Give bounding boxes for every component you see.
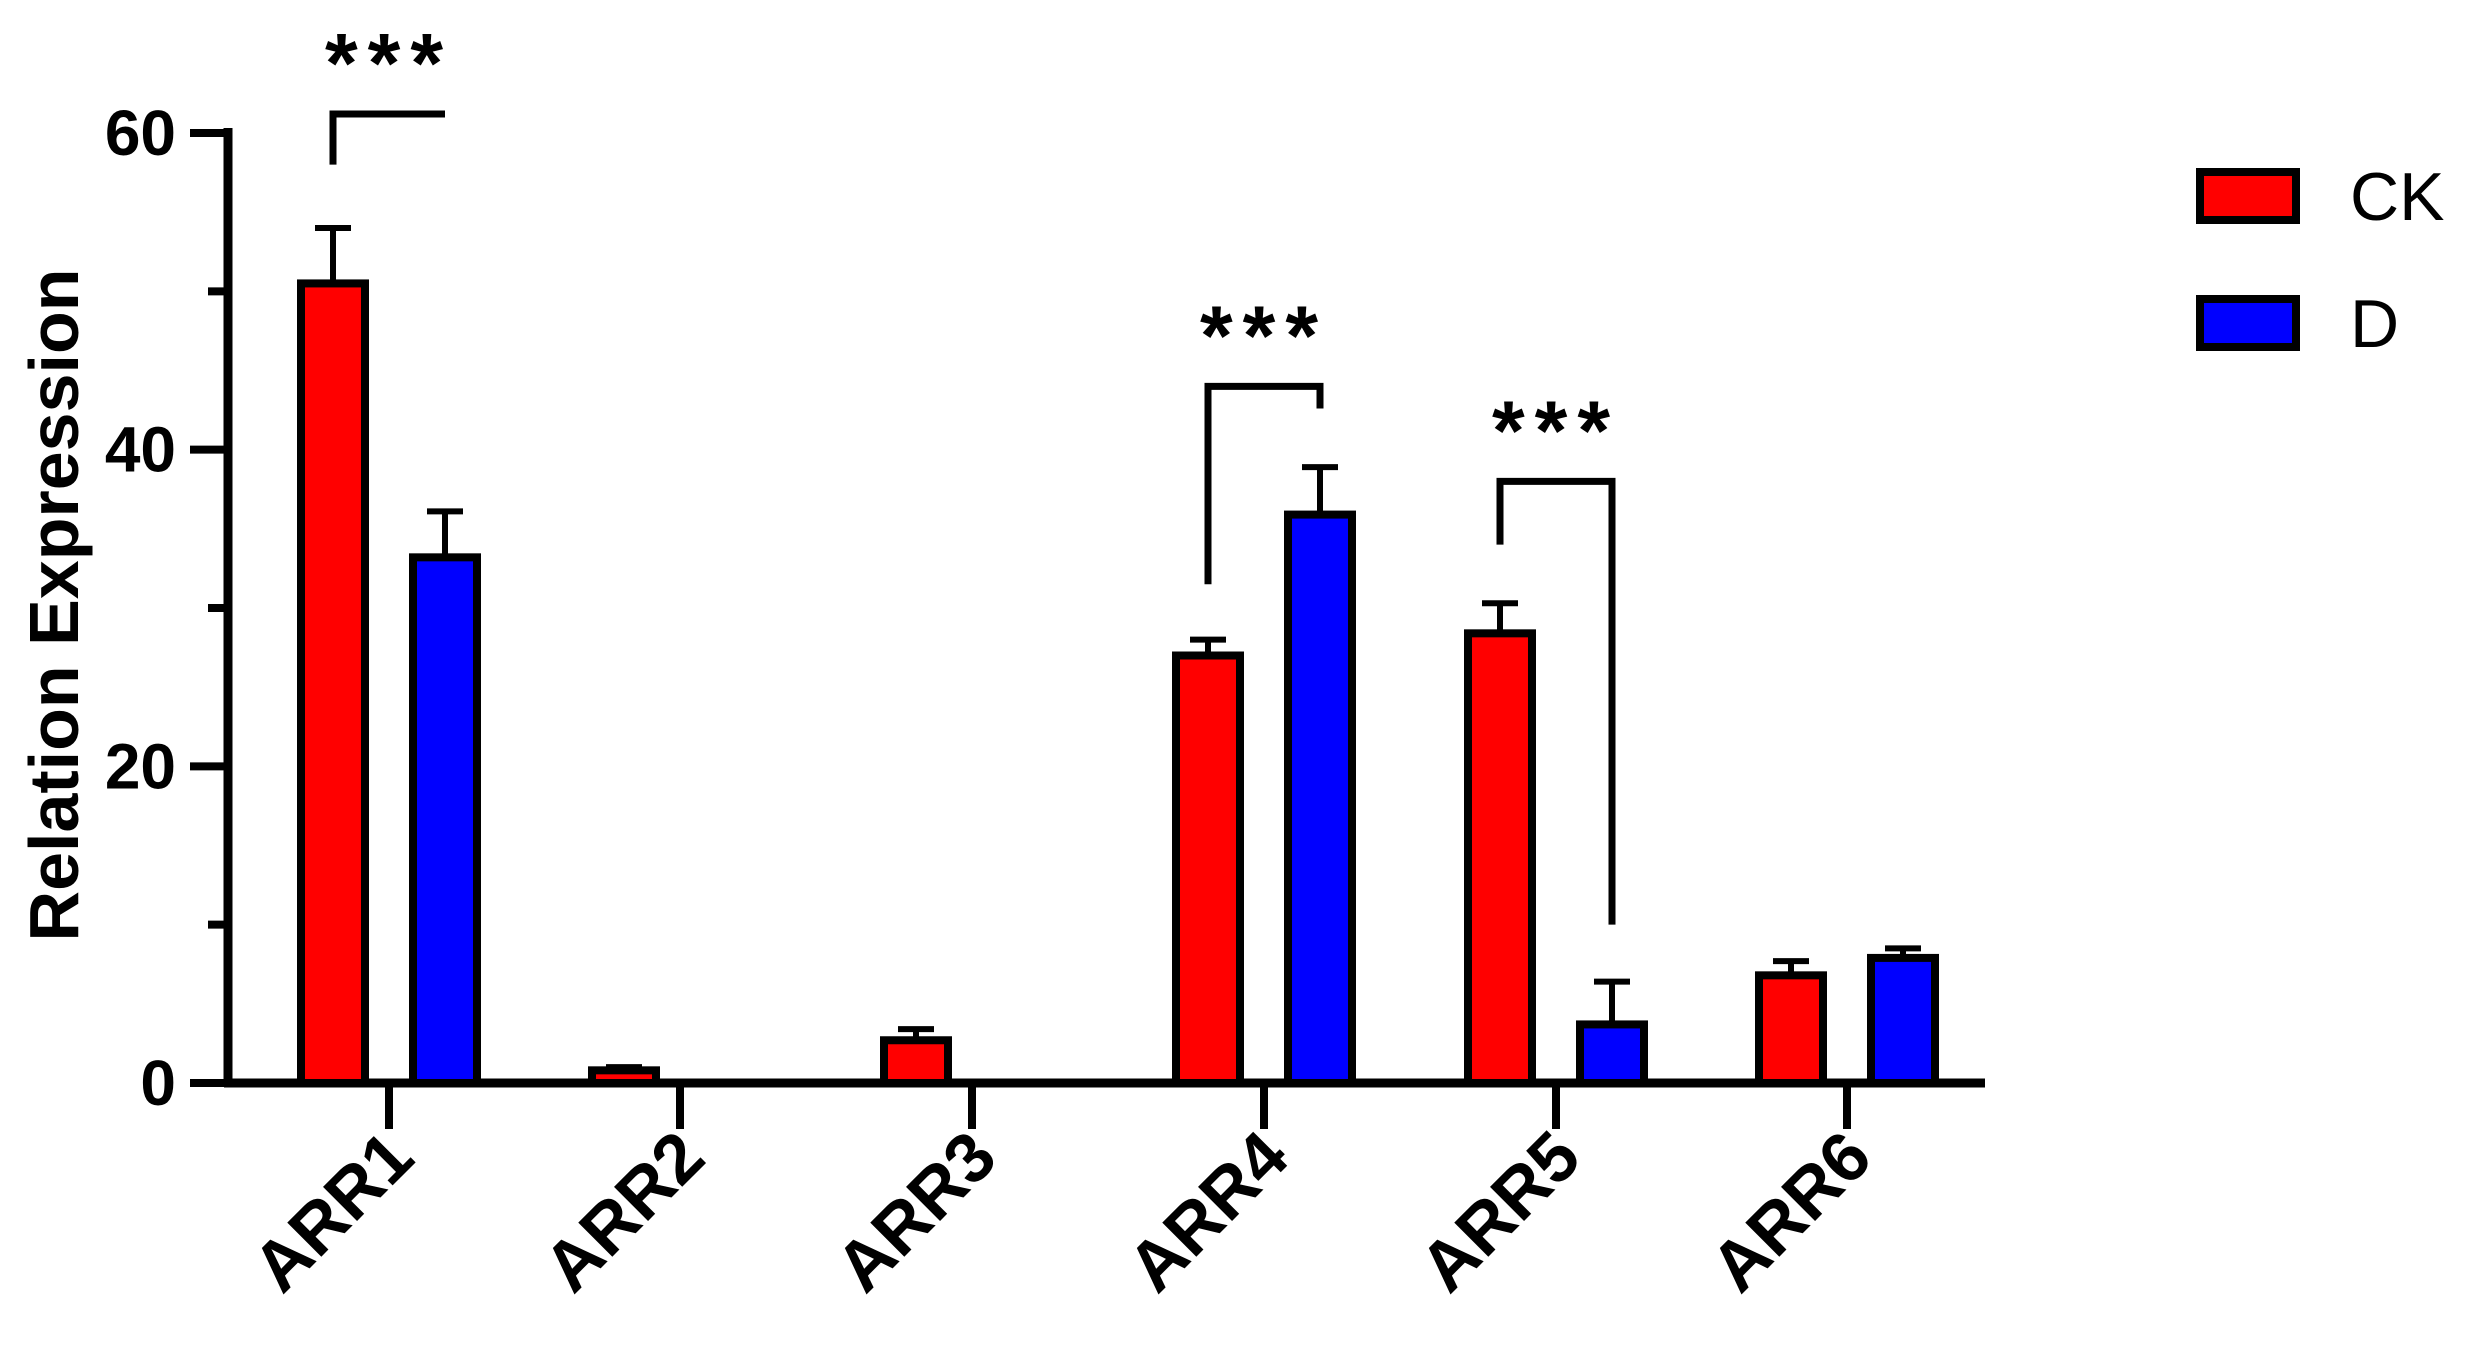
y-axis-label: Relation Expression xyxy=(15,269,93,942)
y-tick-label: 40 xyxy=(105,414,176,486)
significance-label: *** xyxy=(1200,288,1328,382)
legend: CK D xyxy=(2196,159,2444,362)
bar-ck-arr3 xyxy=(880,1036,952,1087)
bar-ck-arr6 xyxy=(1755,971,1827,1087)
bar-d-arr1 xyxy=(409,553,481,1087)
x-tick-label: ARR4 xyxy=(1113,1116,1303,1306)
x-tick-label: ARR1 xyxy=(238,1116,428,1306)
significance-annotations: *** *** *** xyxy=(325,16,1620,925)
legend-swatch-ck xyxy=(2196,168,2300,224)
x-tick-label: ARR5 xyxy=(1405,1116,1595,1306)
x-tick-label: ARR3 xyxy=(821,1116,1011,1306)
bar-d-arr5 xyxy=(1576,1020,1648,1087)
y-tick-label: 0 xyxy=(140,1047,176,1119)
bar-ck-arr4 xyxy=(1172,651,1244,1087)
bar-ck-arr1 xyxy=(297,279,369,1087)
y-tick-label: 60 xyxy=(105,97,176,169)
legend-swatch-d xyxy=(2196,295,2300,351)
y-tick-label: 20 xyxy=(105,730,176,802)
bar-ck-arr2 xyxy=(588,1066,660,1088)
significance-label: *** xyxy=(1492,383,1620,477)
legend-label-ck: CK xyxy=(2350,159,2444,235)
significance-bracket xyxy=(1204,382,1324,585)
significance-bracket xyxy=(1496,477,1616,925)
bar-ck-arr5 xyxy=(1464,629,1536,1087)
x-tick-label: ARR6 xyxy=(1696,1116,1886,1306)
significance-label: *** xyxy=(325,16,453,110)
bar-d-arr4 xyxy=(1284,510,1356,1087)
bars xyxy=(297,225,1939,1088)
bar-d-arr6 xyxy=(1867,953,1939,1088)
legend-label-d: D xyxy=(2350,286,2399,362)
axes: 0 20 40 60 ARR1 ARR2 ARR3 ARR4 ARR5 ARR6 xyxy=(105,97,1985,1306)
significance-bracket xyxy=(329,110,445,165)
x-tick-label: ARR2 xyxy=(529,1116,719,1306)
